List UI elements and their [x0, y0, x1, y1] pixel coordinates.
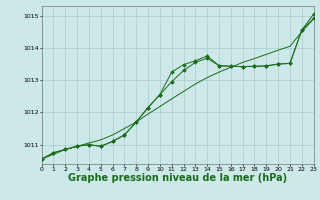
X-axis label: Graphe pression niveau de la mer (hPa): Graphe pression niveau de la mer (hPa)	[68, 173, 287, 183]
